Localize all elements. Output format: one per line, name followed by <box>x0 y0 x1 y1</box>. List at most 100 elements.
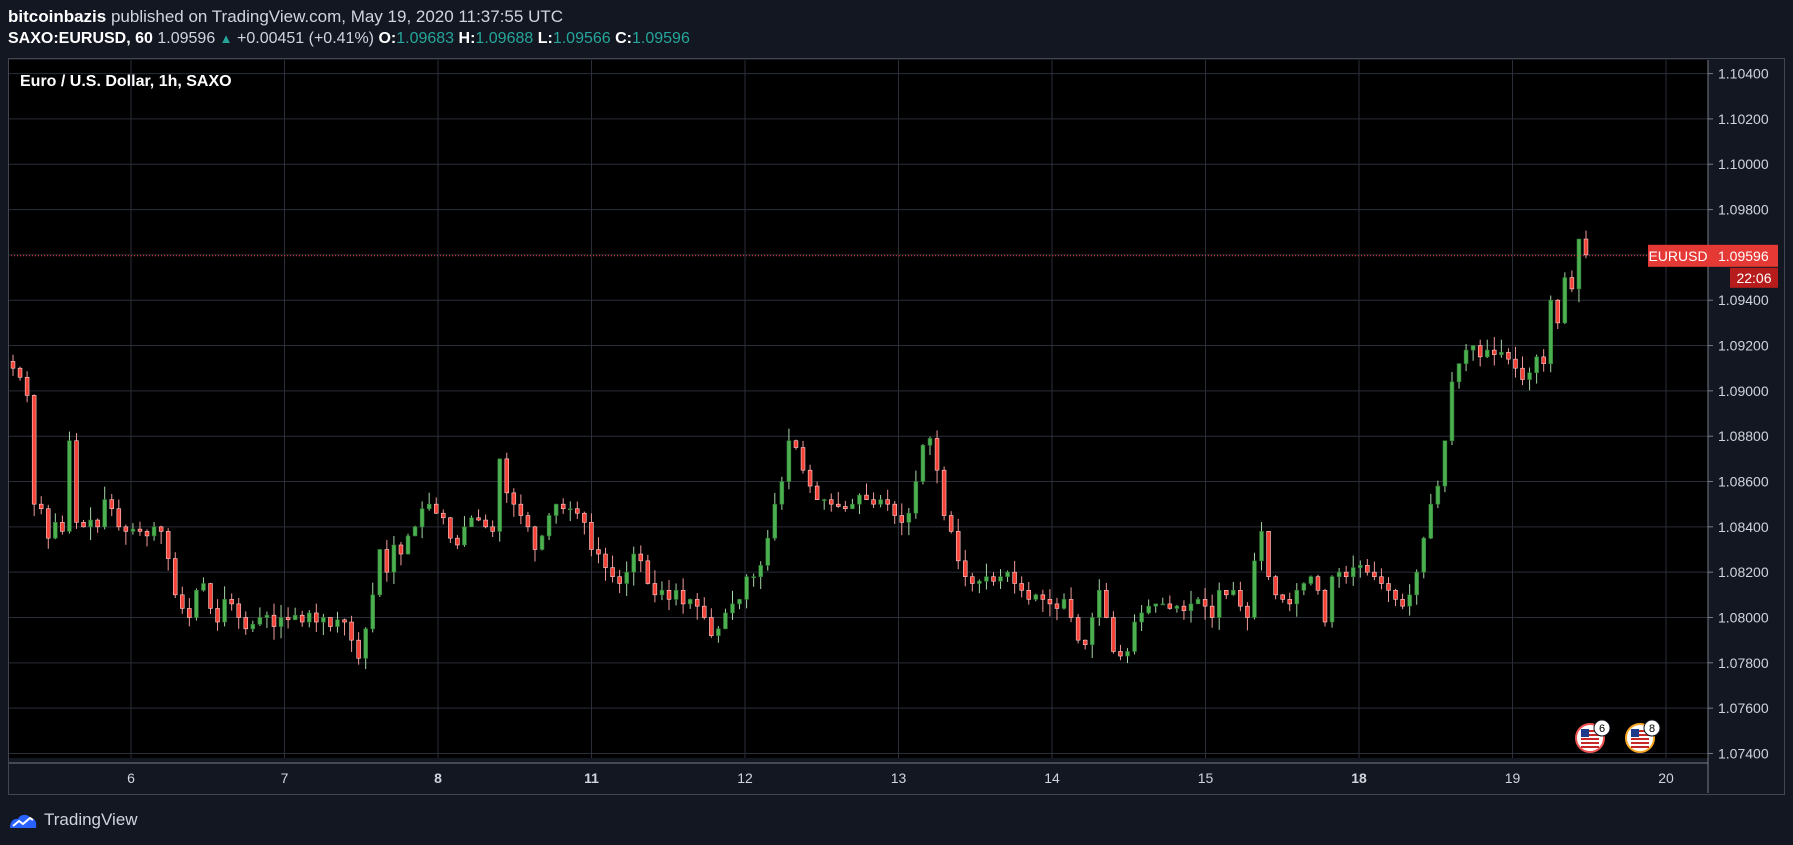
candle <box>419 501 425 539</box>
candle <box>1456 363 1462 389</box>
candle-body <box>1322 589 1328 623</box>
y-tick-label: 1.08000 <box>1718 609 1769 625</box>
candle-body <box>589 522 594 550</box>
open-value: 1.09683 <box>396 30 455 47</box>
author-name[interactable]: bitcoinbazis <box>8 7 107 26</box>
candle <box>1541 349 1546 372</box>
tradingview-logo-icon[interactable] <box>8 810 38 830</box>
y-tick-label: 1.07600 <box>1718 700 1769 716</box>
chart-area[interactable]: 1.07400 1.07600 1.07800 1.08000 1.08200 1.084… <box>8 58 1785 795</box>
candle-body <box>1343 571 1349 578</box>
candlestick-chart[interactable]: 1.07400 1.07600 1.07800 1.08000 1.08200 1.084… <box>8 58 1785 795</box>
candle-body <box>1259 531 1264 562</box>
candle-body <box>250 623 256 630</box>
candle <box>314 603 319 633</box>
tradingview-brand[interactable]: TradingView <box>44 810 138 829</box>
candle-body <box>1202 599 1208 607</box>
candle <box>1273 575 1278 600</box>
candle <box>158 525 164 544</box>
candle-body <box>1075 617 1081 641</box>
candle-body <box>532 526 538 550</box>
candle-body <box>941 469 947 516</box>
candle-body <box>1167 603 1173 609</box>
candle <box>222 586 227 627</box>
candle-body <box>74 440 79 523</box>
candle-body <box>1033 594 1039 600</box>
candle <box>363 627 368 670</box>
candle-body <box>1188 603 1194 611</box>
candle-body <box>1026 589 1031 600</box>
candle-body <box>814 485 820 500</box>
price-tag-label: 1.09596 <box>1718 248 1769 264</box>
symbol-tag-bg <box>1648 244 1708 267</box>
candle <box>779 476 785 510</box>
candle-body <box>645 560 651 584</box>
candle <box>426 492 432 511</box>
candle-body <box>264 614 270 618</box>
candle <box>913 470 919 519</box>
candle-body <box>1216 589 1222 618</box>
candle <box>955 518 961 570</box>
candle <box>412 525 418 537</box>
candle-body <box>1485 349 1490 358</box>
candle-body <box>299 614 305 623</box>
candle <box>1252 552 1257 620</box>
candle <box>377 549 383 597</box>
candle <box>504 452 510 503</box>
y-tick-label: 1.09400 <box>1718 292 1769 308</box>
low-value: 1.09566 <box>552 30 611 47</box>
candle <box>1336 567 1342 588</box>
candle-body <box>1280 594 1285 600</box>
candle-body <box>151 526 157 537</box>
candle <box>1562 272 1568 325</box>
candle-body <box>1499 352 1504 355</box>
candle-body <box>631 553 636 573</box>
candle <box>1329 575 1335 628</box>
candle <box>843 500 848 512</box>
candle <box>1513 346 1518 378</box>
candle <box>1104 582 1109 619</box>
candle <box>857 493 862 515</box>
candle <box>1118 644 1123 661</box>
candle-body <box>596 549 601 555</box>
candle <box>1520 356 1525 386</box>
candle-body <box>81 522 86 528</box>
candle <box>991 572 996 586</box>
candle-body <box>17 367 23 378</box>
candle-body <box>391 544 397 573</box>
candle <box>74 433 79 529</box>
candle-body <box>271 614 277 627</box>
candle <box>1111 611 1116 654</box>
candle-body <box>116 508 122 528</box>
candle-body <box>546 515 552 537</box>
candle-body <box>257 617 263 625</box>
candle-body <box>1047 599 1053 605</box>
candle <box>1492 336 1497 366</box>
candle <box>723 608 728 630</box>
candle <box>1477 339 1483 367</box>
candle-body <box>666 589 672 600</box>
candle <box>1005 570 1010 583</box>
symbol-tag-label: EURUSD <box>1648 248 1707 264</box>
high-value: 1.09688 <box>475 30 534 47</box>
candle-body <box>539 535 545 550</box>
candle <box>1125 648 1130 664</box>
candle <box>539 534 545 551</box>
candle-body <box>321 617 326 623</box>
flag-stripe <box>1581 734 1599 736</box>
y-tick-label: 1.07400 <box>1718 745 1769 761</box>
candle-body <box>899 515 905 523</box>
x-tick-label: 15 <box>1198 770 1214 786</box>
candle-body <box>709 617 714 636</box>
candle <box>1259 522 1264 571</box>
candle-body <box>906 512 912 523</box>
candle-body <box>1562 277 1568 324</box>
candle <box>546 512 552 541</box>
candle-body <box>984 576 989 582</box>
candle <box>172 552 178 599</box>
candle-body <box>335 619 340 627</box>
candle-body <box>1238 589 1243 607</box>
candle <box>187 598 192 627</box>
candle <box>1435 480 1441 509</box>
chart-title: Euro / U.S. Dollar, 1h, SAXO <box>20 73 232 90</box>
